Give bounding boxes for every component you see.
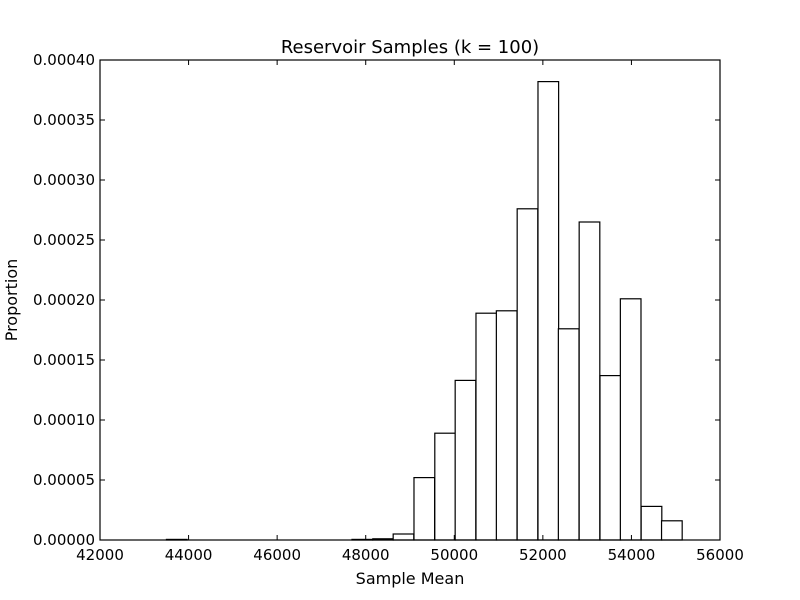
x-tick-label: 52000 xyxy=(519,546,567,564)
y-tick-label: 0.00005 xyxy=(33,471,95,489)
y-axis-label: Proportion xyxy=(2,259,21,342)
histogram-bar-5 xyxy=(434,432,457,541)
histogram-bar-11 xyxy=(557,328,580,541)
x-tick-label: 44000 xyxy=(165,546,213,564)
y-tick-label: 0.00010 xyxy=(33,411,95,429)
histogram-bar-15 xyxy=(640,505,663,541)
histogram-bar-12 xyxy=(578,221,601,541)
histogram-bar-7 xyxy=(475,312,498,541)
x-tick-label: 46000 xyxy=(253,546,301,564)
x-axis-label: Sample Mean xyxy=(356,569,465,588)
y-tick-label: 0.00025 xyxy=(33,231,95,249)
histogram-bars xyxy=(165,80,683,541)
x-tick-label: 56000 xyxy=(696,546,744,564)
y-tick-label: 0.00035 xyxy=(33,111,95,129)
x-tick-label: 54000 xyxy=(608,546,656,564)
y-tick-label: 0.00015 xyxy=(33,351,95,369)
histogram-bar-4 xyxy=(413,477,436,541)
histogram-bar-14 xyxy=(619,298,642,541)
histogram-bar-9 xyxy=(516,208,539,541)
histogram-bar-16 xyxy=(660,520,683,541)
histogram-bar-10 xyxy=(537,80,560,541)
histogram-bar-8 xyxy=(495,310,518,541)
histogram-bar-3 xyxy=(392,533,415,541)
histogram-bar-6 xyxy=(454,379,477,541)
y-tick-label: 0.00040 xyxy=(33,51,95,69)
x-tick-label: 42000 xyxy=(76,546,124,564)
y-tick-label: 0.00020 xyxy=(33,291,95,309)
x-tick-label: 48000 xyxy=(342,546,390,564)
y-tick-label: 0.00000 xyxy=(33,531,95,549)
histogram-bar-13 xyxy=(599,375,622,541)
x-tick-label: 50000 xyxy=(430,546,478,564)
ticks: 42000 44000 46000 48000 50000 52000 54000 56000… xyxy=(33,51,744,564)
chart-title: Reservoir Samples (k = 100) xyxy=(281,37,539,58)
y-tick-label: 0.00030 xyxy=(33,171,95,189)
